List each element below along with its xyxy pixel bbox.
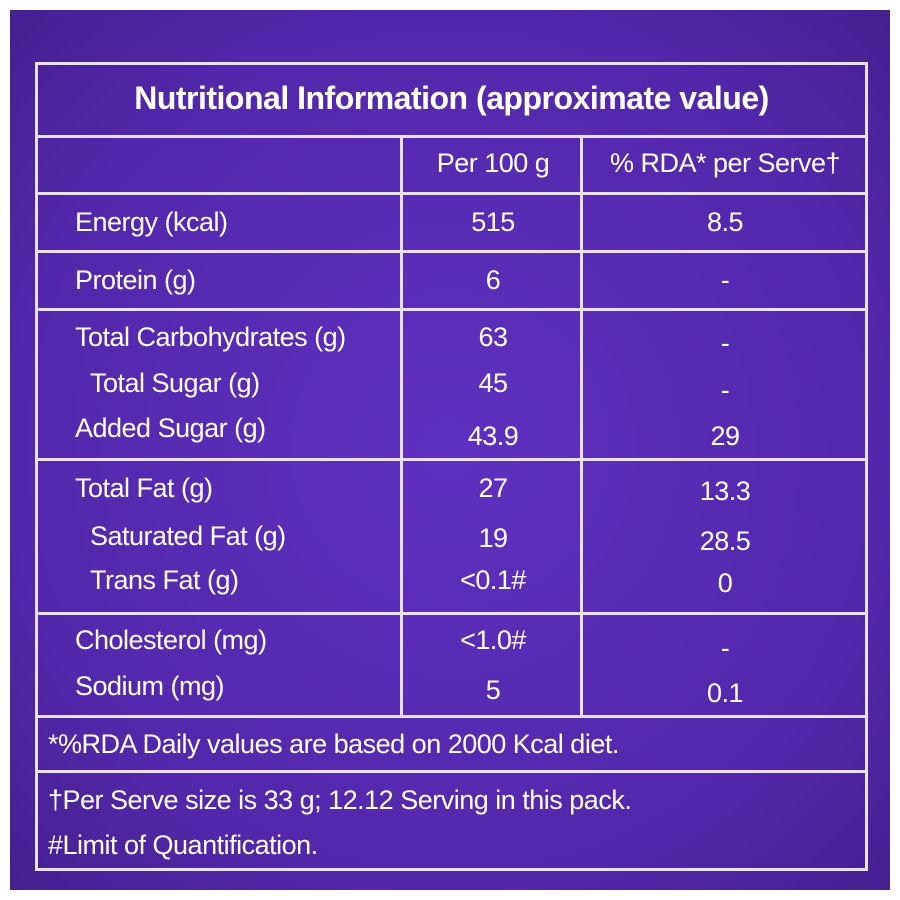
column-header: Per 100 g [436,148,550,178]
footnote: #Limit of Quantification. [48,830,318,860]
cell: <0.1# [460,565,526,595]
cell: 6 [485,265,501,295]
cell: 28.5 [699,526,751,556]
row-label: Trans Fat (g) [90,565,239,595]
title: Nutritional Information (approximate val… [134,80,769,116]
cell: 515 [471,207,515,237]
row-label: Total Fat (g) [75,473,213,503]
rule [35,250,868,253]
cell: - [720,265,730,295]
rule [35,458,868,461]
cell: 45 [478,368,508,398]
row-label: Saturated Fat (g) [90,521,286,551]
cell: 5 [485,675,501,705]
rule [400,135,403,715]
cell: 8.5 [706,207,744,237]
cell: 43.9 [467,421,519,451]
rule [35,62,868,65]
rule [865,62,868,871]
footnote: †Per Serve size is 33 g; 12.12 Serving i… [48,785,632,815]
rule [35,62,38,871]
row-label: Total Sugar (g) [90,368,260,398]
cell: 63 [478,322,508,352]
row-label: Cholesterol (mg) [75,625,267,655]
column-header: % RDA* per Serve† [609,148,841,178]
cell: 13.3 [699,476,751,506]
cell: 29 [710,421,740,451]
rule [35,612,868,615]
row-label: Energy (kcal) [75,207,228,237]
cell: - [720,328,730,358]
row-label: Sodium (mg) [75,671,225,701]
cell: 0 [717,568,733,598]
row-label: Total Carbohydrates (g) [75,322,346,352]
row-label: Protein (g) [75,265,196,295]
rule [35,308,868,311]
rule [35,868,868,871]
footnote: *%RDA Daily values are based on 2000 Kca… [48,729,619,759]
row-label: Added Sugar (g) [75,413,266,443]
rule [35,192,868,195]
cell: - [720,375,730,405]
rule [35,770,868,773]
rule [35,135,868,138]
cell: 0.1 [706,678,744,708]
cell: - [720,633,730,663]
cell: 19 [478,523,508,553]
cell: 27 [478,473,508,503]
nutrition-label: Nutritional Information (approximate val… [10,10,890,890]
rule [35,715,868,718]
rule [580,135,583,715]
cell: <1.0# [460,625,526,655]
